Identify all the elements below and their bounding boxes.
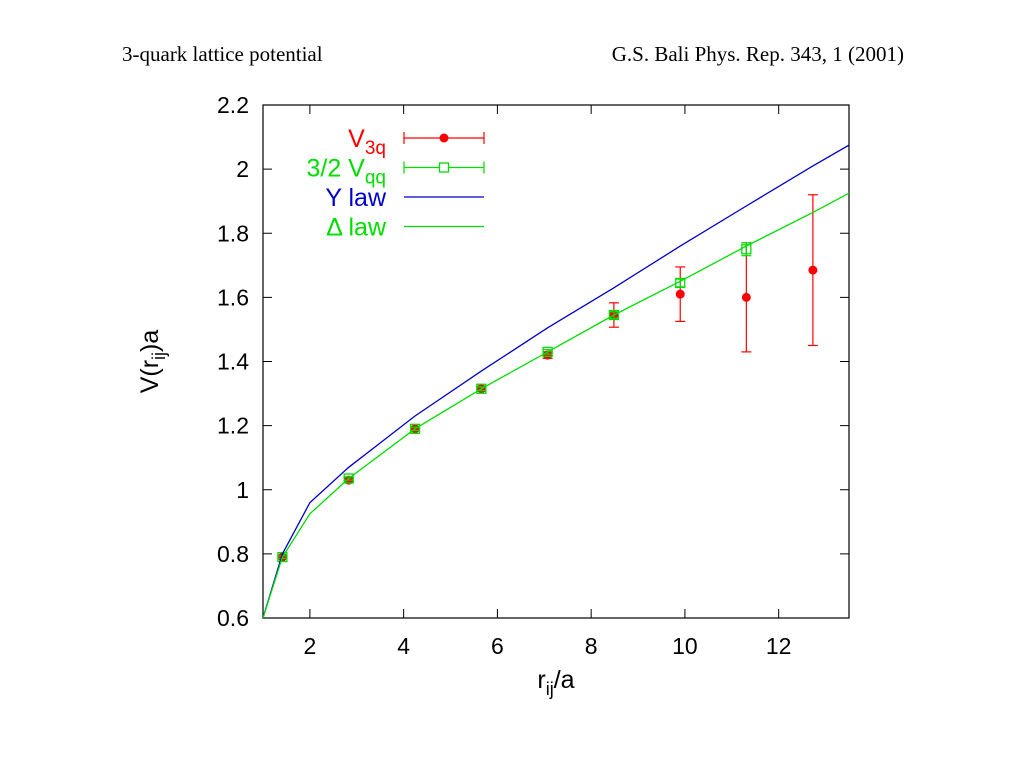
data-point [675,289,685,299]
legend-label: 3/2 Vqq [306,155,386,189]
x-tick-label: 10 [672,633,698,659]
slide-reference: G.S. Bali Phys. Rep. 343, 1 (2001) [611,42,904,66]
x-tick-label: 6 [491,633,504,659]
data-point [409,423,421,434]
y-tick-label: 1.4 [217,349,249,375]
data-point [741,244,752,255]
y-tick-label: 2.2 [217,92,249,118]
y-tick-label: 1.8 [217,220,249,246]
legend-label: Y law [325,184,387,212]
slide-header: 3-quark lattice potential G.S. Bali Phys… [0,42,1024,72]
x-tick-label: 4 [397,633,410,659]
data-point [741,292,751,302]
y-tick-label: 2 [236,156,249,182]
data-point [608,309,620,321]
y-tick-label: 1 [236,477,249,503]
series-line-3 [263,192,849,618]
x-tick-label: 2 [303,633,316,659]
y-axis-label: V(rij)a [136,330,169,394]
data-point [343,473,354,484]
legend-marker [438,162,450,173]
y-tick-label: 0.8 [217,541,249,567]
y-tick-label: 1.6 [217,284,249,310]
y-axis-label-group: V(rij)a [136,330,169,394]
y-tick-label: 0.6 [217,605,249,631]
x-tick-label: 8 [585,633,598,659]
data-point [476,383,487,394]
y-tick-label: 1.2 [217,413,249,439]
data-point [808,265,818,275]
x-tick-label: 12 [766,633,792,659]
legend-label: V3q [348,125,386,159]
legend-marker [439,133,449,143]
data-point [542,346,553,358]
legend-label: Δ law [326,214,387,242]
series-line-2 [263,144,849,618]
x-axis-label: rij/a [537,666,574,699]
slide-title: 3-quark lattice potential [122,42,323,66]
